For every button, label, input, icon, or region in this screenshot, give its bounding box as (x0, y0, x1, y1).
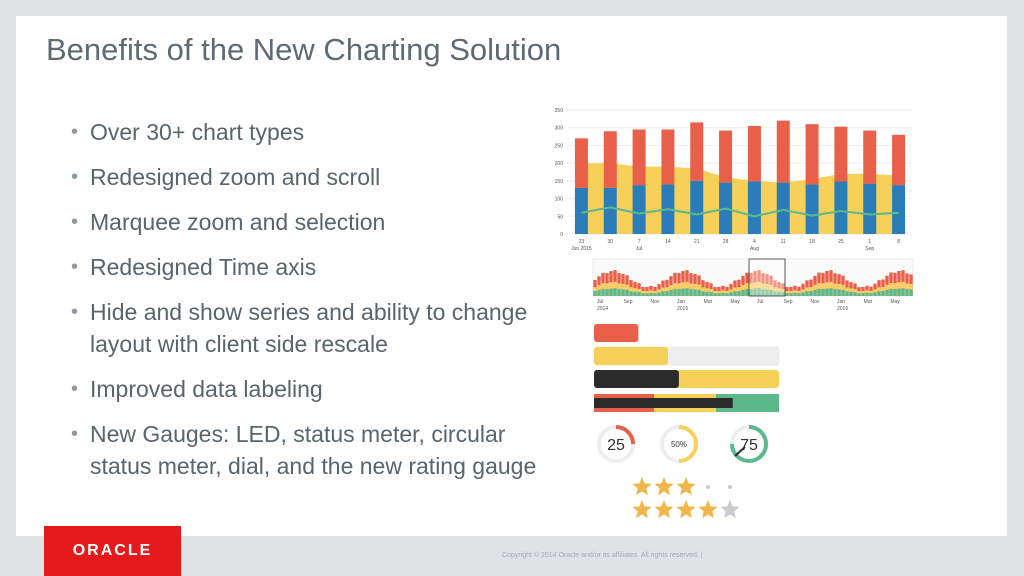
bullet-text: Over 30+ chart types (90, 119, 305, 145)
bullet-text: Marquee zoom and selection (90, 209, 386, 235)
bullet-item: • Improved data labeling (71, 373, 551, 405)
bullet-item: • Redesigned zoom and scroll (71, 161, 551, 193)
bullet-marker: • (71, 166, 79, 188)
bullet-item: • New Gauges: LED, status meter, circular… (71, 418, 551, 482)
bullet-item: • Over 30+ chart types (71, 116, 551, 148)
bullet-list: • Over 30+ chart types • Redesigned zoom a… (71, 116, 551, 495)
bullet-marker: • (71, 256, 79, 278)
bullet-item: • Redesigned Time axis (71, 251, 551, 283)
bullet-marker: • (71, 121, 79, 143)
bullet-text: New Gauges: LED, status meter, circular … (90, 421, 537, 479)
bullet-marker: • (71, 301, 79, 323)
bullet-marker: • (71, 423, 79, 445)
slide: Benefits of the New Charting Solution • O… (16, 16, 1007, 536)
bullet-marker: • (71, 211, 79, 233)
logo-text: ORACLE (72, 542, 153, 559)
bullet-item: • Hide and show series and ability to cha… (71, 296, 551, 360)
bullet-text: Redesigned zoom and scroll (90, 164, 381, 190)
oracle-logo: ORACLE (44, 526, 181, 576)
slide-title: Benefits of the New Charting Solution (46, 32, 562, 67)
bullet-text: Improved data labeling (90, 376, 323, 402)
bullet-text: Hide and show series and ability to chan… (90, 299, 528, 357)
bullet-item: • Marquee zoom and selection (71, 206, 551, 238)
copyright-text: Copyright © 2014 Oracle and/or its affil… (502, 552, 703, 559)
bullet-text: Redesigned Time axis (90, 254, 317, 280)
bullet-marker: • (71, 378, 79, 400)
